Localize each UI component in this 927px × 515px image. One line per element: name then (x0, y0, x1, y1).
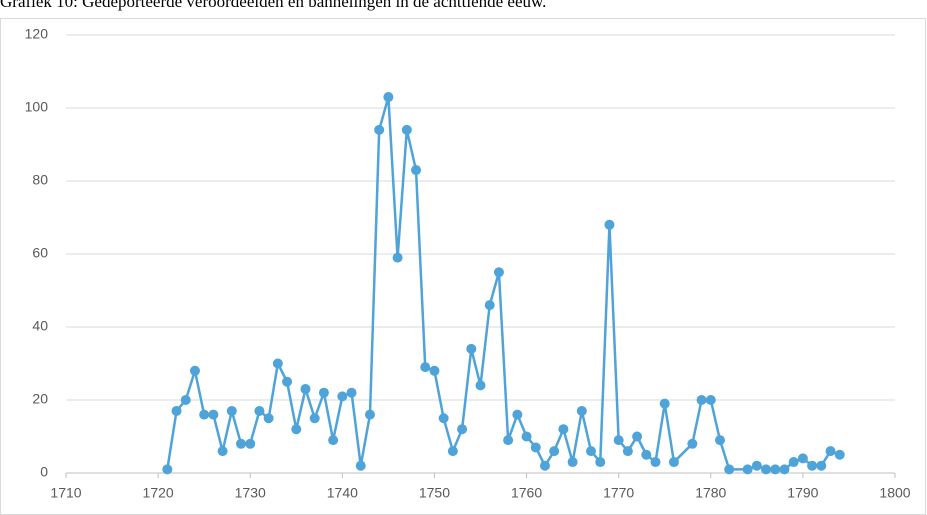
data-point (254, 405, 265, 416)
data-point (659, 398, 670, 409)
x-tick-label: 1800 (879, 485, 910, 501)
data-point (834, 449, 845, 460)
data-point (291, 424, 302, 435)
data-point (272, 358, 283, 369)
data-point (337, 391, 348, 402)
x-tick-label: 1770 (603, 485, 634, 501)
x-tick-label: 1750 (419, 485, 450, 501)
data-point (724, 464, 735, 475)
y-tick-label: 40 (32, 318, 48, 334)
y-tick-label: 20 (32, 391, 48, 407)
data-point (245, 438, 256, 449)
data-point (364, 409, 375, 420)
x-tick-label: 1740 (327, 485, 358, 501)
data-point (447, 446, 458, 457)
data-point (751, 460, 762, 471)
y-tick-label: 0 (40, 464, 48, 480)
x-tick-label: 1720 (143, 485, 174, 501)
data-point (567, 457, 578, 468)
data-line (166, 95, 841, 471)
data-point (392, 252, 403, 263)
data-point (484, 300, 495, 311)
data-point (355, 460, 366, 471)
data-point (576, 405, 587, 416)
data-point (742, 464, 753, 475)
data-point (180, 395, 191, 405)
data-point (788, 457, 799, 468)
data-point (797, 453, 808, 464)
x-tick-label: 1730 (235, 485, 266, 501)
data-point (539, 460, 550, 471)
data-point (714, 435, 725, 446)
data-point (770, 464, 781, 475)
data-point (696, 395, 707, 405)
data-point (236, 438, 247, 449)
data-point (309, 413, 320, 424)
data-point (604, 219, 615, 230)
data-point (457, 424, 468, 435)
data-point (687, 438, 698, 449)
y-tick-label: 100 (25, 99, 49, 115)
x-tick-label: 1760 (511, 485, 542, 501)
data-point (263, 413, 274, 424)
data-point (199, 409, 210, 420)
data-point (622, 446, 633, 457)
x-tick-label: 1710 (50, 485, 81, 501)
x-tick-label: 1780 (695, 485, 726, 501)
data-point (374, 124, 385, 135)
data-point (475, 380, 486, 391)
data-point (558, 424, 569, 435)
data-point (429, 365, 440, 376)
data-point (318, 387, 329, 398)
data-point (595, 457, 606, 468)
data-point (493, 267, 504, 278)
data-point (217, 446, 228, 457)
data-point (346, 387, 357, 398)
chart-title: Grafiek 10: Gedeporteerde veroordeelden … (0, 0, 546, 11)
data-point (383, 92, 394, 103)
data-point (816, 460, 827, 471)
data-point (466, 343, 477, 354)
data-point (549, 446, 560, 457)
data-point (761, 464, 772, 475)
y-tick-label: 120 (25, 26, 49, 42)
data-point (650, 457, 661, 468)
data-point (162, 464, 173, 475)
data-point (530, 442, 541, 453)
data-point (189, 365, 200, 376)
data-point (586, 446, 597, 457)
data-point (668, 457, 679, 468)
data-point (226, 405, 237, 416)
data-point (503, 435, 514, 446)
data-point (613, 435, 624, 446)
data-point (282, 376, 293, 387)
data-point (705, 395, 716, 405)
data-point (300, 384, 311, 395)
data-point (171, 405, 182, 416)
data-point (521, 431, 532, 442)
data-point (512, 409, 523, 420)
data-point (328, 435, 339, 446)
data-point (632, 431, 643, 442)
data-point (825, 446, 836, 457)
y-tick-label: 60 (32, 245, 48, 261)
y-tick-label: 80 (32, 172, 48, 188)
data-point (438, 413, 449, 424)
chart-frame (0, 18, 926, 515)
data-point (411, 165, 422, 176)
data-point (420, 362, 431, 373)
data-point (641, 449, 652, 460)
data-point (208, 409, 219, 420)
data-point (807, 460, 818, 471)
x-tick-label: 1790 (787, 485, 818, 501)
data-point (779, 464, 790, 475)
data-point (401, 124, 412, 135)
